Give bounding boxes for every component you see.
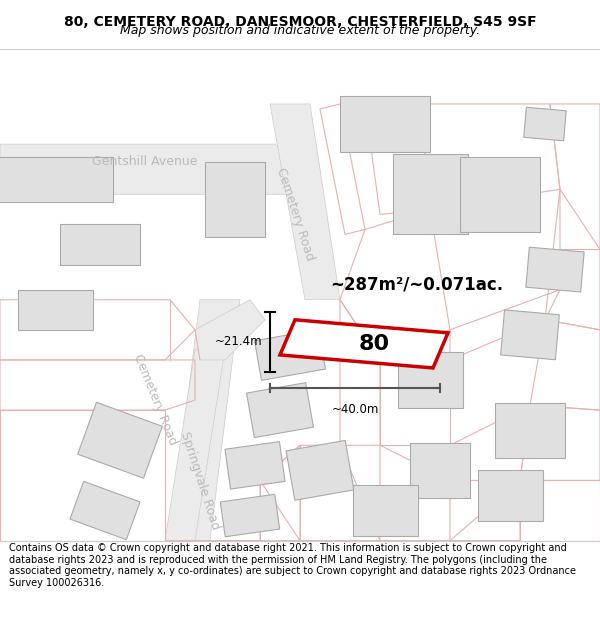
Polygon shape	[170, 300, 240, 541]
Polygon shape	[524, 107, 566, 141]
Polygon shape	[78, 402, 162, 478]
Polygon shape	[165, 350, 225, 541]
Polygon shape	[195, 300, 265, 360]
Polygon shape	[460, 157, 540, 232]
Polygon shape	[220, 494, 280, 537]
Polygon shape	[340, 96, 430, 152]
Polygon shape	[392, 154, 467, 234]
Polygon shape	[17, 289, 92, 330]
Polygon shape	[70, 481, 140, 539]
Text: ~21.4m: ~21.4m	[214, 336, 262, 348]
Polygon shape	[247, 382, 313, 438]
Polygon shape	[500, 310, 559, 360]
Text: Cemetery Road: Cemetery Road	[131, 352, 179, 447]
Polygon shape	[478, 471, 542, 521]
Text: Contains OS data © Crown copyright and database right 2021. This information is : Contains OS data © Crown copyright and d…	[9, 543, 576, 588]
Polygon shape	[60, 224, 140, 264]
Polygon shape	[254, 329, 325, 381]
Polygon shape	[205, 162, 265, 237]
Polygon shape	[398, 352, 463, 408]
Polygon shape	[280, 320, 448, 368]
Polygon shape	[270, 104, 340, 300]
Text: Springvale Road: Springvale Road	[178, 430, 222, 531]
Text: 80: 80	[358, 334, 389, 354]
Polygon shape	[0, 144, 300, 194]
Polygon shape	[286, 441, 354, 500]
Text: Map shows position and indicative extent of the property.: Map shows position and indicative extent…	[120, 24, 480, 36]
Text: Gentshill Avenue: Gentshill Avenue	[92, 154, 198, 168]
Text: 80, CEMETERY ROAD, DANESMOOR, CHESTERFIELD, S45 9SF: 80, CEMETERY ROAD, DANESMOOR, CHESTERFIE…	[64, 14, 536, 29]
Text: ~287m²/~0.071ac.: ~287m²/~0.071ac.	[330, 276, 503, 294]
Polygon shape	[495, 402, 565, 458]
Polygon shape	[410, 442, 470, 498]
Polygon shape	[353, 486, 418, 536]
Polygon shape	[526, 247, 584, 292]
Polygon shape	[225, 442, 285, 489]
Text: ~40.0m: ~40.0m	[331, 403, 379, 416]
Text: Cemetery Road: Cemetery Road	[274, 166, 316, 262]
Polygon shape	[0, 157, 113, 202]
